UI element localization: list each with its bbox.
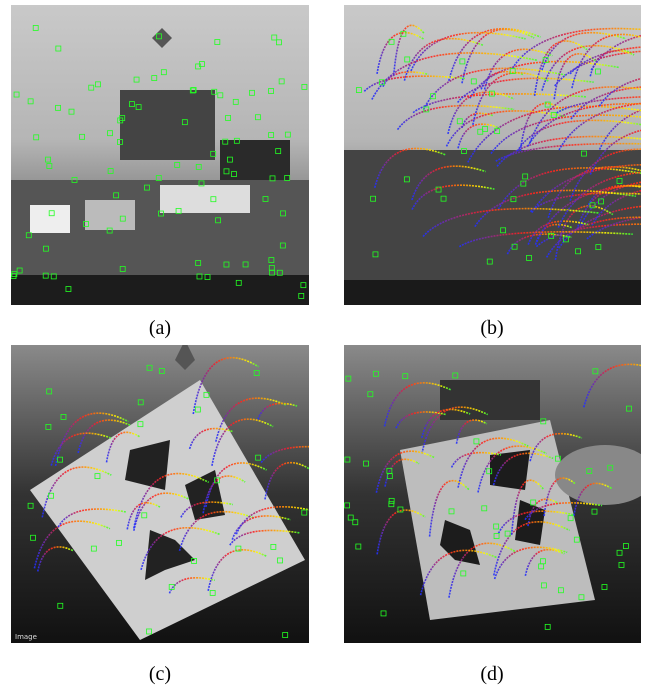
overlay-label: Image (15, 633, 37, 641)
caption: (c) (149, 663, 171, 685)
caption: (a) (149, 317, 171, 339)
panel-image (344, 5, 653, 305)
panel-image (344, 345, 653, 643)
caption: (d) (480, 663, 503, 685)
caption: (b) (480, 317, 503, 339)
panel-image (11, 5, 309, 305)
figure: (a) (b) (c) (d) Image (0, 0, 653, 688)
panel-image (11, 340, 341, 643)
